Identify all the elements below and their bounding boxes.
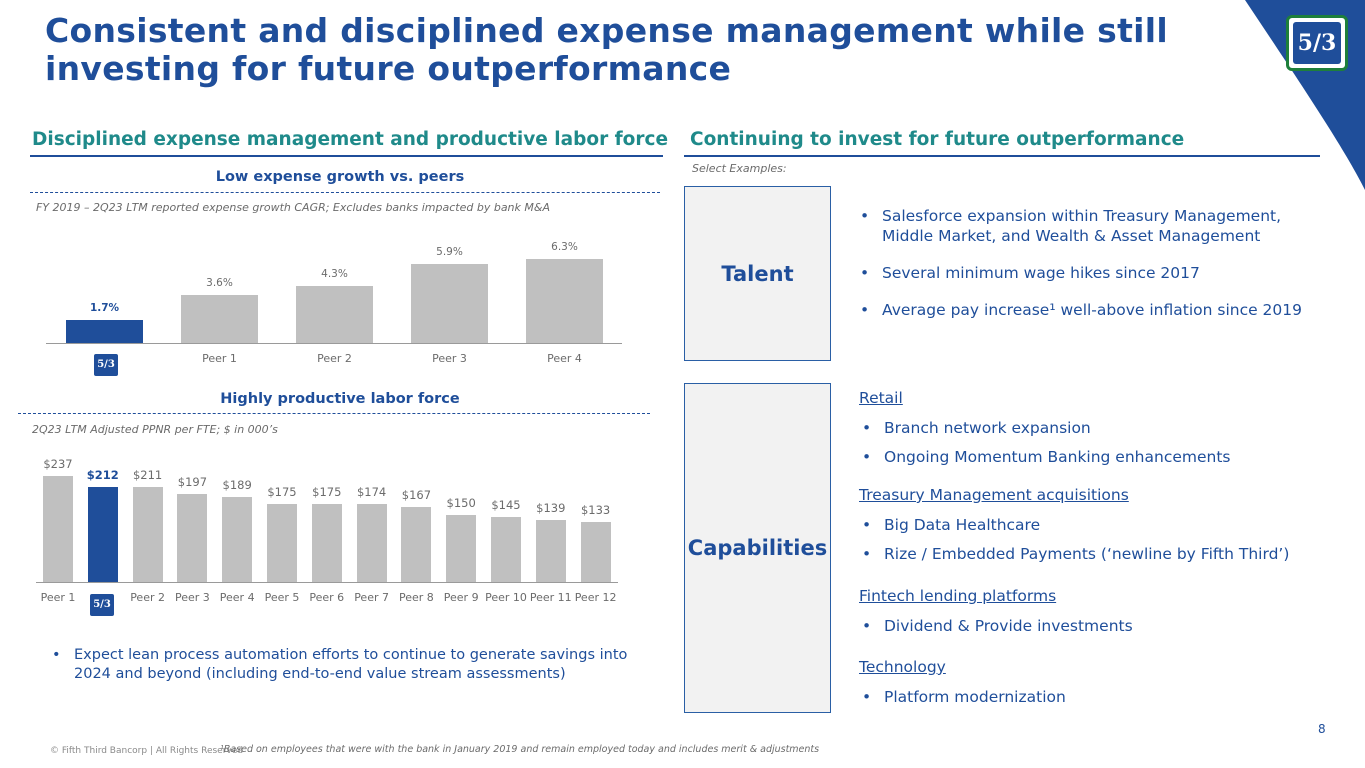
chart-category-label: Peer 4: [547, 352, 582, 365]
chart-value-label: $175: [312, 484, 342, 499]
chart-value-label: $145: [491, 498, 521, 513]
chart-category-label: Peer 1: [202, 352, 237, 365]
fintech-bullets: Dividend & Provide investments: [862, 616, 1332, 636]
chart-category-label: Peer 8: [398, 591, 434, 604]
chart-value-label: $189: [222, 478, 252, 493]
right-heading-rule: [684, 155, 1320, 157]
talent-bullet: Salesforce expansion within Treasury Man…: [860, 206, 1330, 246]
technology-heading: Technology: [859, 658, 946, 676]
chart-category-label: Peer 11: [529, 591, 572, 604]
chart-category-label: Peer 2: [130, 591, 165, 604]
footnote: ¹Based on employees that were with the b…: [220, 744, 820, 755]
chart-category-label: Peer 9: [443, 591, 479, 604]
page-title: Consistent and disciplined expense manag…: [45, 11, 1168, 88]
treasury-bullet: Big Data Healthcare: [862, 515, 1342, 535]
chart-bar: [181, 295, 258, 343]
retail-heading: Retail: [859, 389, 903, 407]
chart-category-label: Peer 10: [485, 591, 527, 604]
chart-value-label: 3.6%: [206, 277, 233, 290]
chart-value-label: $237: [43, 456, 73, 471]
chart2-title: Highly productive labor force: [220, 391, 460, 407]
chart-category-label: Peer 12: [574, 591, 617, 604]
fintech-heading: Fintech lending platforms: [859, 587, 1057, 605]
chart-bar: [222, 497, 253, 582]
chart-bar: [401, 507, 432, 582]
chart2-divider: [18, 413, 650, 414]
chart-bar: [491, 517, 521, 582]
left-heading-rule: [30, 155, 663, 157]
chart-value-label: $167: [401, 488, 432, 503]
chart-value-label: $197: [177, 474, 208, 489]
chart-bar: [526, 259, 603, 343]
chart-bar: [177, 493, 208, 582]
chart2-fifth-third-logo: 5/3: [90, 594, 114, 616]
chart-value-label: $175: [267, 484, 297, 499]
chart-bar: [43, 475, 73, 582]
chart-bar: [87, 487, 118, 582]
treasury-bullets: Big Data Healthcare Rize / Embedded Paym…: [862, 515, 1342, 564]
talent-bullet: Several minimum wage hikes since 2017: [860, 263, 1330, 283]
chart-category-label: Peer 6: [309, 591, 345, 604]
chart-bar: [311, 503, 342, 582]
chart-value-label: $139: [536, 500, 566, 515]
copyright: © Fifth Third Bancorp | All Rights Reser…: [50, 746, 243, 756]
chart-category-label: Peer 1: [40, 591, 76, 604]
talent-bullet: Average pay increase¹ well-above inflati…: [860, 300, 1312, 320]
chart-value-label: 4.3%: [321, 267, 348, 280]
left-bullet-list: Expect lean process automation efforts t…: [52, 646, 632, 684]
chart-value-label: $150: [446, 495, 476, 510]
chart2-note: 2Q23 LTM Adjusted PPNR per FTE; $ in 000…: [32, 423, 278, 436]
chart1-fifth-third-logo: 5/3: [94, 354, 118, 376]
chart-category-label: Peer 4: [219, 591, 255, 604]
treasury-bullet: Rize / Embedded Payments (‘newline by Fi…: [862, 544, 1342, 564]
left-bullet: Expect lean process automation efforts t…: [52, 646, 632, 684]
fifth-third-logo: 5/3: [1286, 15, 1348, 71]
talent-label: Talent: [721, 262, 794, 286]
left-section-heading: Disciplined expense management and produ…: [32, 129, 669, 150]
chart-value-label: $174: [356, 485, 387, 500]
select-examples-label: Select Examples:: [692, 162, 787, 175]
chart1-divider: [30, 192, 660, 193]
logo-mark: 5/3: [1293, 22, 1341, 64]
chart-category-label: Peer 3: [432, 352, 467, 365]
chart-value-label: $133: [580, 503, 611, 518]
chart-bar: [411, 264, 488, 343]
chart-bar: [356, 504, 387, 582]
chart-category-label: Peer 7: [354, 591, 389, 604]
chart-bar: [296, 285, 373, 343]
chart1-title: Low expense growth vs. peers: [215, 169, 465, 185]
chart-bar: [132, 487, 163, 582]
fintech-bullet: Dividend & Provide investments: [862, 616, 1332, 636]
technology-bullets: Platform modernization: [862, 687, 1332, 707]
chart-bar: [535, 519, 566, 582]
treasury-heading: Treasury Management acquisitions: [859, 486, 1129, 504]
chart-bar: [66, 320, 143, 343]
retail-bullet: Branch network expansion: [862, 418, 1332, 438]
chart-value-label: $212: [86, 468, 119, 483]
chart-category-label: Peer 2: [317, 352, 352, 365]
chart-x-axis: [46, 343, 622, 344]
capabilities-box: Capabilities: [684, 383, 831, 713]
talent-box: Talent: [684, 186, 831, 361]
chart-bar: [446, 514, 477, 582]
chart-value-label: 6.3%: [551, 241, 578, 254]
chart-category-label: Peer 3: [174, 591, 210, 604]
right-section-heading: Continuing to invest for future outperfo…: [690, 129, 1185, 150]
chart-x-axis: [36, 582, 618, 583]
chart1-note: FY 2019 – 2Q23 LTM reported expense grow…: [36, 201, 550, 214]
page-number: 8: [1318, 722, 1326, 736]
chart-category-label: Peer 5: [264, 591, 300, 604]
talent-bullets: Salesforce expansion within Treasury Man…: [860, 206, 1330, 320]
technology-bullet: Platform modernization: [862, 687, 1332, 707]
chart-bar: [267, 503, 297, 582]
chart-value-label: 5.9%: [436, 246, 463, 259]
capabilities-label: Capabilities: [687, 536, 828, 560]
chart-bar: [580, 522, 611, 582]
chart-value-label: $211: [132, 468, 163, 483]
chart-value-label: 1.7%: [89, 302, 120, 315]
retail-bullet: Ongoing Momentum Banking enhancements: [862, 447, 1332, 467]
retail-bullets: Branch network expansion Ongoing Momentu…: [862, 418, 1332, 467]
